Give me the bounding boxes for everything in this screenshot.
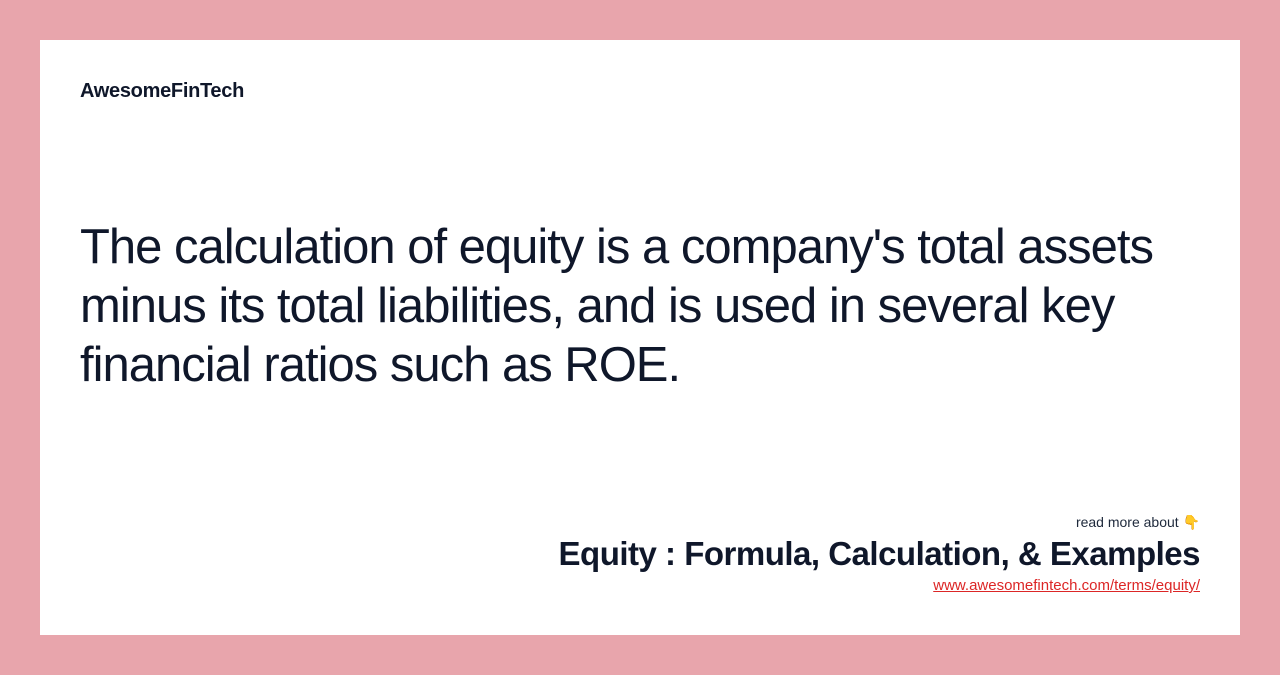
article-title: Equity : Formula, Calculation, & Example… (559, 535, 1200, 573)
read-more-label: read more about 👇 (559, 514, 1200, 531)
brand-logo: AwesomeFinTech (80, 80, 1200, 103)
main-description: The calculation of equity is a company's… (80, 218, 1200, 394)
footer-section: read more about 👇 Equity : Formula, Calc… (559, 514, 1200, 595)
content-card: AwesomeFinTech The calculation of equity… (40, 40, 1240, 635)
article-link[interactable]: www.awesomefintech.com/terms/equity/ (933, 577, 1200, 594)
